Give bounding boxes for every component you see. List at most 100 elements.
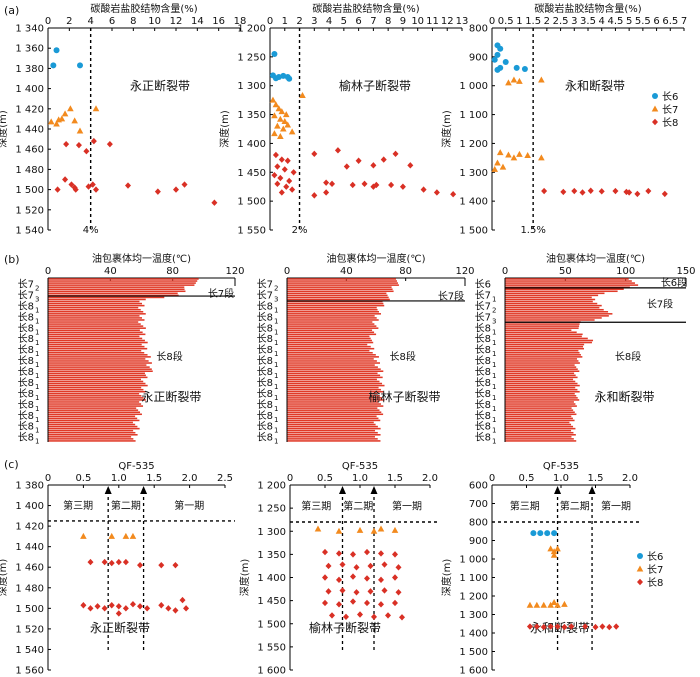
temperature-bar bbox=[505, 284, 639, 286]
temperature-bar bbox=[287, 278, 396, 280]
temperature-bar bbox=[505, 434, 576, 436]
x-tick-label: 0 bbox=[45, 16, 51, 27]
y-tick-label: 长8 bbox=[18, 410, 34, 422]
y-tick-label: 1 200 bbox=[257, 481, 286, 492]
data-point-chang7 bbox=[533, 601, 541, 608]
data-point-chang7 bbox=[550, 598, 558, 605]
y-tick-label: 长7 bbox=[475, 311, 491, 323]
data-point-chang8 bbox=[93, 186, 99, 193]
data-point-chang8 bbox=[353, 564, 360, 571]
temperature-bar bbox=[48, 335, 140, 338]
y-tick-subscript: 1 bbox=[492, 361, 496, 369]
y-tick-label: 长8 bbox=[257, 399, 273, 411]
period-label: 第二期 bbox=[560, 499, 590, 512]
y-tick-label: 1 400 bbox=[237, 139, 266, 150]
data-point-chang8 bbox=[634, 190, 641, 198]
temperature-bar bbox=[48, 415, 136, 418]
stage-label: 长7段 bbox=[438, 289, 464, 302]
temperature-bar bbox=[505, 347, 584, 350]
y-tick-label: 1 460 bbox=[15, 145, 44, 156]
zone-label: 永和断裂带 bbox=[530, 620, 590, 635]
temperature-bar bbox=[505, 386, 576, 389]
data-point-chang6 bbox=[271, 50, 278, 57]
legend-label: 长7 bbox=[647, 564, 663, 576]
data-point-chang6 bbox=[497, 45, 504, 52]
temperature-bar bbox=[48, 317, 142, 319]
y-tick-subscript: 1 bbox=[274, 394, 278, 402]
temperature-bar bbox=[48, 374, 146, 377]
data-point-chang8 bbox=[62, 176, 69, 183]
temperature-bar bbox=[48, 382, 146, 385]
data-point-chang8 bbox=[290, 169, 297, 176]
temperature-bar bbox=[287, 282, 398, 284]
y-tick-label: 1 400 bbox=[459, 629, 488, 640]
data-point-chang7 bbox=[540, 601, 548, 608]
data-point-chang8 bbox=[108, 602, 115, 609]
y-tick-subscript: 2 bbox=[274, 285, 278, 293]
data-point-chang8 bbox=[361, 180, 368, 188]
temperature-bar bbox=[287, 354, 376, 356]
y-tick-label: 长8 bbox=[18, 388, 34, 400]
data-point-chang8 bbox=[106, 140, 113, 148]
data-point-chang8 bbox=[637, 578, 643, 586]
period-label: 第三期 bbox=[510, 499, 540, 512]
y-tick-label: 1 500 bbox=[237, 197, 266, 208]
stage-label: 长6段 bbox=[661, 276, 687, 289]
data-point-chang7 bbox=[47, 118, 55, 125]
y-tick-label: 800 bbox=[469, 518, 488, 529]
x-tick-label: 1.0 bbox=[553, 473, 569, 484]
temperature-bar bbox=[505, 423, 572, 426]
temperature-bar bbox=[505, 288, 624, 290]
data-point-chang8 bbox=[364, 599, 370, 607]
temperature-bar bbox=[287, 325, 377, 327]
temperature-bar bbox=[48, 356, 151, 358]
y-tick-label: 1 460 bbox=[15, 563, 44, 574]
data-point-chang8 bbox=[173, 186, 179, 193]
temperature-bar bbox=[287, 292, 387, 295]
temperature-bar bbox=[287, 425, 378, 428]
data-point-chang6 bbox=[637, 553, 643, 559]
y-tick-label: 长7 bbox=[18, 289, 34, 301]
y-tick-subscript: 1 bbox=[274, 306, 278, 314]
data-point-chang8 bbox=[137, 561, 144, 569]
data-point-chang8 bbox=[144, 605, 151, 612]
temperature-bar bbox=[287, 327, 379, 329]
legend-label: 长6 bbox=[647, 551, 663, 563]
subplot-3: 0 0.5 1 1.5 2 2.5 3 3.5 4 4.5 5 5.5 6 6.5 7 800 900 1 000… bbox=[440, 2, 687, 237]
data-point-chang7 bbox=[76, 127, 84, 134]
temperature-bar bbox=[48, 413, 142, 416]
temperature-bar bbox=[48, 352, 145, 354]
y-tick-subscript: 1 bbox=[35, 405, 39, 413]
x-tick-label: 3 bbox=[311, 16, 317, 27]
temperature-bar bbox=[287, 294, 388, 297]
y-tick-subscript: 1 bbox=[274, 339, 278, 347]
temperature-bar bbox=[48, 288, 185, 290]
zone-label: 永正断裂带 bbox=[90, 620, 150, 635]
y-tick-subscript: 1 bbox=[35, 306, 39, 314]
y-tick-label: 长8 bbox=[475, 333, 491, 345]
temperature-bar bbox=[505, 399, 580, 401]
data-point-chang8 bbox=[125, 182, 131, 189]
x-tick-label: 1.5 bbox=[588, 473, 604, 484]
temperature-bar bbox=[287, 436, 375, 438]
data-point-chang7 bbox=[538, 154, 545, 161]
temperature-bar bbox=[287, 423, 376, 426]
data-point-chang7 bbox=[277, 133, 284, 140]
legend-label: 长6 bbox=[662, 91, 678, 103]
y-tick-label: 长8 bbox=[257, 388, 273, 400]
temperature-bar bbox=[505, 397, 578, 399]
temperature-bar bbox=[287, 407, 378, 409]
temperature-bar bbox=[48, 337, 143, 340]
x-tick-label: 1.5 bbox=[146, 473, 162, 484]
temperature-bar bbox=[48, 419, 140, 422]
data-point-chang7 bbox=[71, 117, 78, 124]
temperature-bar bbox=[287, 393, 378, 395]
temperature-bar bbox=[505, 372, 575, 375]
data-point-chang7 bbox=[122, 532, 130, 539]
temperature-bar bbox=[48, 298, 146, 301]
arrow-icon bbox=[370, 486, 378, 494]
stage-label: 长8段 bbox=[156, 350, 182, 363]
temperature-bar bbox=[287, 329, 373, 331]
